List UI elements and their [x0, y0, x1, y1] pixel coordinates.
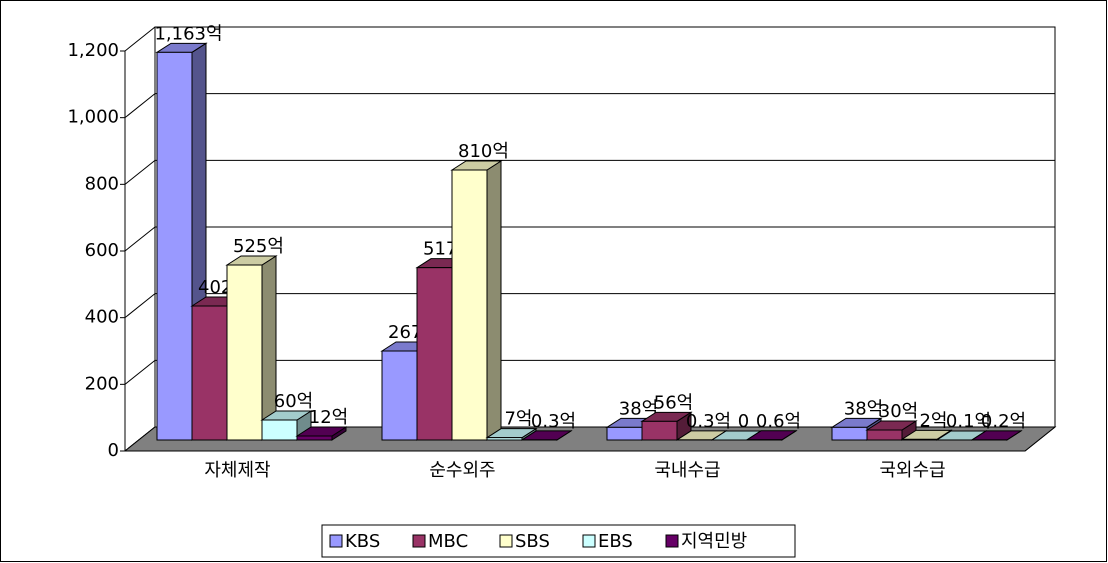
- bar: [191, 305, 228, 441]
- data-label: 7억: [504, 409, 532, 430]
- legend-label: MBC: [428, 531, 468, 552]
- bar-side: [486, 160, 502, 441]
- y-tick-label: 0: [108, 440, 119, 461]
- legend-swatch: [412, 534, 426, 548]
- bar: [381, 350, 418, 441]
- data-label: 0.6억: [756, 411, 801, 432]
- grid-line: [124, 93, 156, 119]
- legend-label: SBS: [515, 531, 550, 552]
- data-label: 0.1억: [946, 411, 991, 432]
- x-tick-label: 순수외주: [429, 460, 495, 481]
- grid-line: [124, 159, 156, 185]
- data-label: 0.3억: [686, 411, 731, 432]
- y-tick-label: 200: [85, 373, 119, 394]
- bar: [486, 437, 523, 441]
- legend-swatch: [329, 534, 343, 548]
- legend-swatch: [665, 534, 679, 548]
- x-tick-label: 자체제작: [204, 460, 270, 481]
- y-tick-label: 400: [85, 307, 119, 328]
- data-label: 0.3억: [531, 411, 576, 432]
- data-label: 38억: [844, 398, 883, 419]
- bar: [606, 426, 643, 441]
- data-label: 525억: [233, 236, 284, 257]
- data-label: 56억: [654, 392, 693, 413]
- x-tick-label: 국외수급: [879, 460, 945, 481]
- grid-line: [124, 226, 156, 252]
- bar: [156, 51, 193, 441]
- grid-line: [124, 359, 156, 385]
- legend-label: EBS: [598, 531, 633, 552]
- y-tick-label: 1,000: [67, 107, 119, 128]
- data-label: 12억: [309, 407, 348, 428]
- bar: [831, 426, 868, 441]
- bar: [416, 267, 453, 441]
- data-label: 0.2억: [981, 411, 1026, 432]
- data-label: 30억: [879, 401, 918, 422]
- legend-swatch: [499, 534, 513, 548]
- data-label: 60억: [274, 391, 313, 412]
- grid-line: [124, 26, 156, 52]
- data-label: 1,163억: [154, 23, 222, 44]
- legend-label: KBS: [345, 531, 380, 552]
- bar: [226, 264, 263, 441]
- legend-box: [321, 524, 796, 558]
- data-label: 2억: [919, 410, 947, 431]
- y-tick-label: 600: [85, 240, 119, 261]
- bar: [451, 169, 488, 441]
- bar: [866, 429, 903, 441]
- y-tick-label: 800: [85, 173, 119, 194]
- bar: [641, 420, 678, 441]
- bar: [261, 419, 298, 441]
- data-label: 0: [738, 411, 749, 432]
- bar: [901, 438, 938, 441]
- legend-label: 지역민방: [681, 531, 747, 552]
- x-tick-label: 국내수급: [654, 460, 720, 481]
- data-label: 810억: [458, 141, 509, 162]
- grid-line: [124, 293, 156, 319]
- data-label: 38억: [619, 398, 658, 419]
- bar: [296, 435, 333, 441]
- y-tick-label: 1,200: [67, 40, 119, 61]
- legend-swatch: [582, 534, 596, 548]
